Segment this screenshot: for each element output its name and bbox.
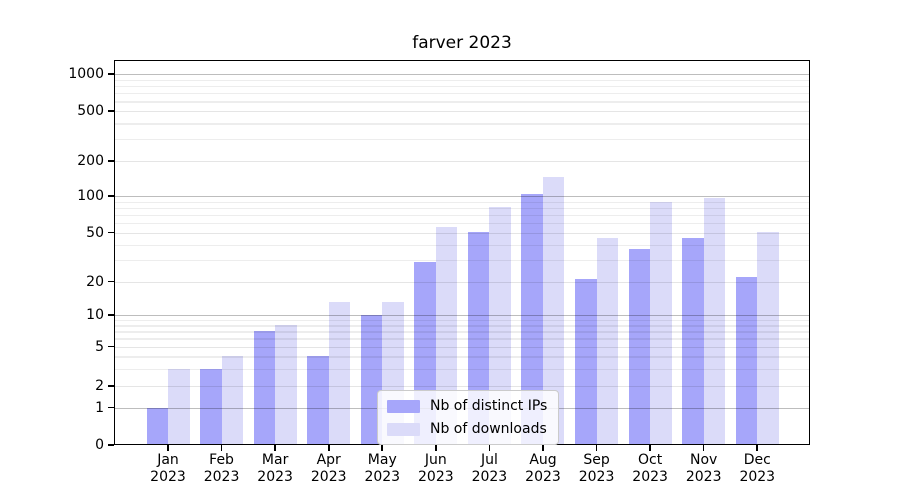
bar-dec-2023-distinct-ips	[735, 276, 758, 445]
bar-dec-2023-downloads	[757, 231, 779, 445]
y-tick-mark	[108, 345, 114, 348]
bar-mar-2023-distinct-ips	[253, 331, 276, 445]
bar-jan-2023-distinct-ips	[146, 407, 168, 445]
legend: Nb of distinct IPs Nb of downloads	[377, 390, 560, 445]
y-tick-mark	[108, 444, 114, 446]
plot-area: Nb of distinct IPs Nb of downloads	[114, 60, 810, 445]
x-tick-mark	[220, 445, 223, 451]
x-axis-tick-label-nov: Nov 2023	[685, 452, 722, 485]
x-tick-mark	[381, 445, 384, 451]
x-axis-tick-label-mar: Mar 2023	[257, 452, 293, 485]
legend-swatch-downloads	[387, 422, 420, 436]
y-tick-mark	[108, 160, 114, 162]
bar-sep-2023-downloads	[596, 238, 619, 445]
y-tick-mark	[108, 406, 114, 409]
chart-title: farver 2023	[412, 33, 512, 53]
bar-jul-2023-downloads	[489, 206, 511, 445]
bar-jan-2023-downloads	[168, 368, 190, 445]
bars-layer	[114, 60, 810, 445]
bar-oct-2023-downloads	[650, 201, 672, 445]
x-axis-tick-label-dec: Dec 2023	[739, 452, 776, 485]
y-axis-tick-label-1: 1	[95, 399, 104, 416]
x-tick-mark	[542, 445, 544, 451]
y-axis-tick-label-0: 0	[95, 437, 104, 453]
x-tick-mark	[595, 445, 598, 451]
x-axis-tick-label-apr: Apr 2023	[310, 452, 347, 485]
x-axis-tick-label-sep: Sep 2023	[578, 452, 615, 485]
x-tick-mark	[702, 445, 705, 451]
x-tick-mark	[756, 445, 759, 451]
bar-apr-2023-distinct-ips	[307, 356, 329, 445]
x-axis-tick-label-jul: Jul 2023	[471, 452, 508, 485]
y-axis-tick-label-100: 100	[77, 188, 104, 204]
x-tick-mark	[435, 445, 437, 451]
bar-feb-2023-downloads	[221, 356, 244, 445]
y-tick-mark	[108, 110, 114, 112]
y-axis-tick-label-5: 5	[95, 338, 104, 355]
legend-label-distinct-ips: Nb of distinct IPs	[430, 398, 548, 414]
x-axis-tick-label-aug: Aug 2023	[525, 452, 561, 485]
legend-label-downloads: Nb of downloads	[430, 421, 547, 437]
x-axis-tick-label-oct: Oct 2023	[632, 452, 668, 485]
x-tick-mark	[649, 445, 651, 451]
x-tick-mark	[327, 445, 330, 451]
x-axis-tick-label-jan: Jan 2023	[150, 452, 186, 485]
x-axis-tick-label-feb: Feb 2023	[203, 452, 240, 485]
bar-sep-2023-distinct-ips	[575, 279, 597, 445]
bar-apr-2023-downloads	[328, 302, 351, 445]
y-axis-tick-label-2: 2	[95, 378, 104, 394]
bar-aug-2023-downloads	[542, 177, 565, 445]
y-tick-mark	[108, 195, 114, 197]
legend-swatch-distinct-ips	[387, 399, 420, 413]
bar-may-2023-distinct-ips	[360, 315, 383, 445]
y-axis-tick-label-10: 10	[86, 307, 104, 323]
bar-aug-2023-distinct-ips	[521, 194, 543, 445]
x-tick-mark	[274, 445, 276, 451]
y-axis-tick-label-20: 20	[86, 273, 104, 290]
x-axis-tick-label-may: May 2023	[364, 452, 401, 485]
legend-item-distinct-ips: Nb of distinct IPs	[387, 398, 547, 414]
y-axis-tick-label-1000: 1000	[68, 66, 104, 82]
x-axis-tick-label-jun: Jun 2023	[418, 452, 454, 485]
bar-oct-2023-distinct-ips	[628, 248, 651, 445]
y-tick-mark	[108, 385, 114, 387]
y-tick-mark	[108, 231, 114, 234]
y-tick-mark	[108, 73, 114, 75]
bar-nov-2023-downloads	[703, 197, 726, 445]
x-tick-mark	[488, 445, 491, 451]
y-tick-mark	[108, 280, 114, 283]
y-tick-mark	[108, 314, 114, 316]
y-axis-tick-label-500: 500	[77, 103, 104, 119]
y-axis-tick-label-50: 50	[86, 224, 104, 241]
bar-nov-2023-distinct-ips	[682, 238, 704, 445]
legend-item-downloads: Nb of downloads	[387, 421, 547, 437]
x-tick-mark	[167, 445, 169, 451]
bar-feb-2023-distinct-ips	[200, 368, 222, 445]
bar-mar-2023-downloads	[275, 325, 297, 445]
y-axis-tick-label-200: 200	[77, 153, 104, 169]
